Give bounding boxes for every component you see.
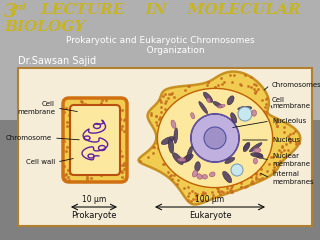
Text: Prokaryotic and Eukaryotic Chromosomes
           Organization: Prokaryotic and Eukaryotic Chromosomes O… — [66, 36, 254, 55]
Bar — [0, 120, 320, 240]
Text: LECTURE    IN    MOLECULAR: LECTURE IN MOLECULAR — [20, 3, 300, 17]
Polygon shape — [157, 88, 273, 188]
Ellipse shape — [210, 172, 215, 177]
Circle shape — [204, 127, 226, 149]
Ellipse shape — [231, 113, 237, 123]
Ellipse shape — [191, 113, 195, 119]
Text: 10 μm: 10 μm — [82, 195, 106, 204]
Ellipse shape — [213, 102, 222, 108]
Ellipse shape — [195, 162, 200, 171]
Text: Chromosome: Chromosome — [6, 135, 52, 141]
Ellipse shape — [225, 157, 235, 163]
Text: Nucleolus: Nucleolus — [272, 118, 306, 124]
Text: Internal
membranes: Internal membranes — [272, 172, 314, 185]
Ellipse shape — [207, 98, 211, 102]
Ellipse shape — [251, 153, 263, 157]
Text: Cell
membrane: Cell membrane — [272, 96, 310, 109]
Polygon shape — [139, 72, 300, 204]
Ellipse shape — [223, 171, 232, 183]
Circle shape — [238, 107, 252, 121]
Text: Nuclear
membrane: Nuclear membrane — [272, 154, 310, 167]
Ellipse shape — [253, 148, 261, 152]
Text: Cell wall: Cell wall — [26, 159, 55, 165]
Ellipse shape — [178, 158, 186, 162]
Ellipse shape — [161, 137, 174, 144]
FancyBboxPatch shape — [18, 68, 312, 226]
Ellipse shape — [202, 174, 207, 179]
Ellipse shape — [182, 154, 193, 163]
Ellipse shape — [244, 143, 249, 150]
Ellipse shape — [172, 153, 183, 165]
Ellipse shape — [218, 104, 225, 108]
Circle shape — [231, 164, 243, 176]
Ellipse shape — [171, 120, 176, 128]
Ellipse shape — [253, 158, 257, 164]
Circle shape — [192, 115, 238, 161]
Text: 100 μm: 100 μm — [196, 195, 225, 204]
Text: 3: 3 — [4, 3, 18, 21]
Text: BIOLOGY: BIOLOGY — [4, 20, 85, 34]
Text: Chromosomes: Chromosomes — [272, 82, 320, 88]
Text: Cell
membrane: Cell membrane — [17, 102, 55, 114]
Text: rd: rd — [14, 3, 26, 12]
Bar — [0, 0, 320, 120]
Ellipse shape — [203, 92, 213, 102]
Ellipse shape — [254, 153, 263, 158]
Text: Prokaryote: Prokaryote — [71, 211, 117, 220]
Ellipse shape — [192, 170, 197, 177]
Ellipse shape — [243, 142, 250, 152]
Ellipse shape — [238, 106, 252, 111]
Ellipse shape — [168, 138, 174, 153]
FancyBboxPatch shape — [70, 105, 120, 175]
Ellipse shape — [249, 143, 262, 152]
Text: Dr.Sawsan Sajid: Dr.Sawsan Sajid — [18, 56, 96, 66]
Text: Eukaryote: Eukaryote — [189, 211, 231, 220]
Ellipse shape — [199, 102, 208, 114]
Ellipse shape — [227, 96, 234, 105]
FancyBboxPatch shape — [63, 98, 127, 182]
Ellipse shape — [252, 110, 257, 116]
Ellipse shape — [197, 174, 202, 179]
Text: Nucleus: Nucleus — [272, 137, 300, 143]
Ellipse shape — [187, 146, 192, 161]
Ellipse shape — [174, 128, 178, 143]
